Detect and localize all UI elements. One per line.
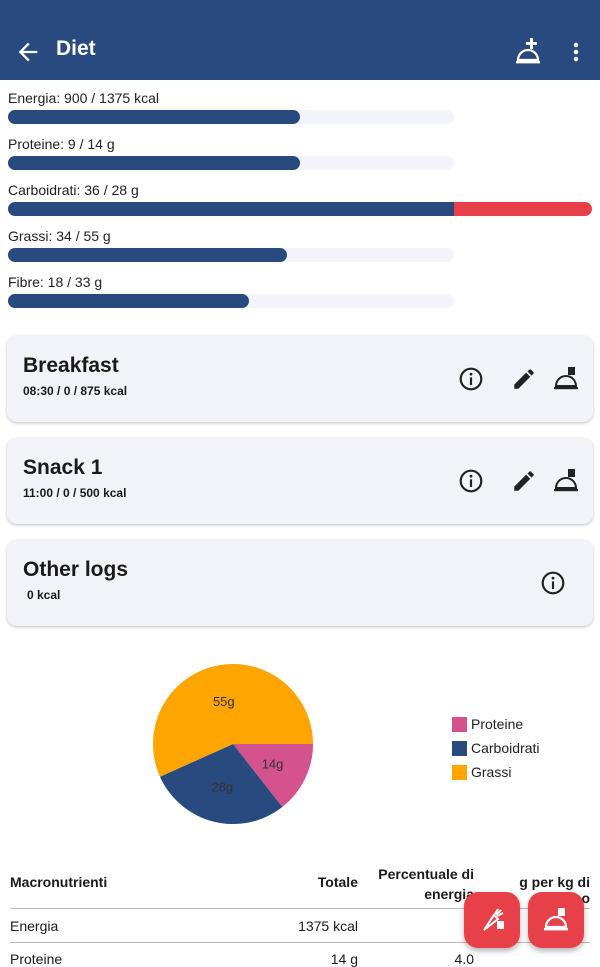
pie-label-grassi: 55g <box>213 694 235 709</box>
add-meal-icon <box>544 908 568 931</box>
progress-overflow <box>454 202 592 216</box>
carrot-icon <box>483 908 504 931</box>
table-cell: Energia <box>10 918 59 934</box>
edit-icon[interactable] <box>511 468 537 494</box>
progress-fill <box>8 294 249 308</box>
legend-swatch <box>452 716 467 732</box>
chart-legend: Proteine Carboidrati Grassi <box>452 712 539 784</box>
progress-grassi: Grassi: 34 / 55 g <box>8 226 592 272</box>
more-vert-icon[interactable] <box>566 40 586 64</box>
divider <box>10 942 590 943</box>
pie-label-carboidrati: 28g <box>212 780 234 795</box>
add-food-icon[interactable] <box>553 468 579 494</box>
info-icon[interactable] <box>458 468 484 494</box>
legend-item-proteine: Proteine <box>452 712 539 736</box>
add-ingredient-fab[interactable] <box>464 892 520 948</box>
meal-card-other-logs[interactable]: Other logs 0 kcal <box>7 540 593 626</box>
pie-slice-grassi <box>153 664 313 777</box>
progress-label: Carboidrati: 36 / 28 g <box>8 182 139 198</box>
legend-swatch <box>452 740 467 756</box>
progress-label: Proteine: 9 / 14 g <box>8 136 115 152</box>
legend-item-grassi: Grassi <box>452 760 539 784</box>
progress-label: Energia: 900 / 1375 kcal <box>8 90 159 106</box>
table-cell: 4.0 <box>454 951 474 967</box>
table-cell: 1375 kcal <box>298 918 358 934</box>
progress-fibre: Fibre: 18 / 33 g <box>8 272 592 318</box>
divider <box>10 908 590 909</box>
progress-fill <box>8 156 300 170</box>
meal-name: Snack 1 <box>23 456 103 479</box>
meal-summary: 0 kcal <box>27 588 61 602</box>
add-meal-fab[interactable] <box>528 892 584 948</box>
meal-summary: 08:30 / 0 / 875 kcal <box>23 384 128 398</box>
meal-card-snack[interactable]: Snack 1 11:00 / 0 / 500 kcal <box>7 438 593 524</box>
app-bar: Diet <box>0 0 600 80</box>
progress-carboidrati: Carboidrati: 36 / 28 g <box>8 180 592 226</box>
info-icon[interactable] <box>540 570 566 596</box>
table-header-macro: Macronutrienti <box>10 874 108 890</box>
pie-slice-proteine <box>233 744 313 808</box>
progress-fill <box>8 110 300 124</box>
edit-icon[interactable] <box>511 366 537 392</box>
meal-summary: 11:00 / 0 / 500 kcal <box>23 486 127 500</box>
legend-label: Grassi <box>471 764 512 780</box>
add-food-icon[interactable] <box>553 366 579 392</box>
table-cell: Proteine <box>10 951 63 967</box>
table-cell: 14 g <box>330 951 358 967</box>
meal-name: Other logs <box>23 558 129 581</box>
progress-energia: Energia: 900 / 1375 kcal <box>8 88 592 134</box>
legend-swatch <box>452 764 467 780</box>
add-meal-icon[interactable] <box>514 38 542 66</box>
macro-pie-chart: 14g 28g 55g <box>153 664 313 824</box>
progress-proteine: Proteine: 9 / 14 g <box>8 134 592 180</box>
legend-item-carboidrati: Carboidrati <box>452 736 539 760</box>
table-header-totale: Totale <box>317 874 358 890</box>
progress-label: Fibre: 18 / 33 g <box>8 274 103 290</box>
page-title: Diet <box>56 37 96 60</box>
meal-name: Breakfast <box>23 354 119 377</box>
progress-label: Grassi: 34 / 55 g <box>8 228 111 244</box>
info-icon[interactable] <box>458 366 484 392</box>
pie-label-proteine: 14g <box>262 756 284 771</box>
legend-label: Proteine <box>471 716 524 732</box>
table-header-percentuale: Percentuale di energia <box>378 866 474 902</box>
nutrient-progress-list: Energia: 900 / 1375 kcal Proteine: 9 / 1… <box>8 88 592 318</box>
progress-fill <box>8 248 287 262</box>
progress-fill <box>8 202 454 216</box>
arrow-left-icon[interactable] <box>14 38 42 66</box>
pie-slice-carboidrati <box>159 744 283 824</box>
meal-card-breakfast[interactable]: Breakfast 08:30 / 0 / 875 kcal <box>7 336 593 422</box>
legend-label: Carboidrati <box>471 740 540 756</box>
